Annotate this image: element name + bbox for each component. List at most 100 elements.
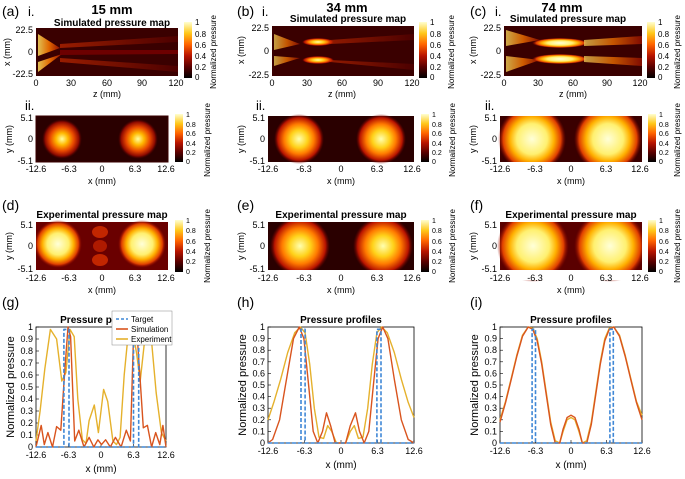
series-target-2 [500,328,642,444]
ytick-f-mid: 0 [492,241,497,251]
cb-b-i-02: 0.2 [430,63,442,72]
sim-map-c-beams [506,30,642,72]
cb-b-i-1: 1 [430,18,435,27]
profile-xlabel-1: x (mm) [325,460,356,471]
row-i-title-b: Simulated pressure map [290,14,406,25]
profile-ylabel-1: Normalized pressure [237,334,249,435]
xtick-e-3: 6.3 [371,273,384,283]
ytick-label: 1 [260,322,265,332]
xlabel-f: x (mm) [557,285,585,295]
profile-title-1: Pressure profiles [300,315,382,326]
ytick-f-bot: -5.1 [481,264,497,274]
xtick-a-i-1: 30 [66,78,76,88]
cb-f-1: 1 [659,218,663,225]
xtick-label: -12.6 [26,450,47,460]
ytick-label: 0.5 [484,380,497,390]
xtick-e-0: -12.6 [258,273,279,283]
xtick-label: 12.6 [405,446,423,456]
xtick-f-3: 6.3 [600,273,613,283]
cb-d-06: 0.6 [186,239,196,246]
row-i-title-a: Simulated pressure map [54,18,170,29]
xtick-d-1: -6.3 [61,273,77,283]
profile-xlabel-2: x (mm) [555,460,586,471]
xtick-label: 6.3 [600,446,613,456]
series-simulation-2 [499,326,643,444]
ytick-a-i-mid: 0 [28,47,33,57]
cb-e-02: 0.2 [432,259,442,266]
ylabel-a-i: x (mm) [2,38,12,66]
ytick-c-i-bot: -22.5 [480,70,501,80]
ytick-label: 0.9 [484,334,497,344]
cb-a-ii-1: 1 [186,112,190,119]
cb-b-i-0: 0 [430,73,435,82]
xtick-c-i-3: 90 [602,78,612,88]
xtick-label: -12.6 [490,446,511,456]
cb-c-ii-02: 0.2 [659,150,669,157]
colorbar-b-i-bar [419,22,427,78]
cb-b-i-08: 0.8 [430,30,442,39]
colorbar-f: 1 0.8 0.6 0.4 0.2 0 Normalized pressure [648,209,682,283]
cb-b-i-04: 0.4 [430,52,442,61]
ytick-label: 0.2 [252,415,265,425]
xtick-c-i-4: 120 [632,78,647,88]
ytick-f-top: 5.1 [484,220,497,230]
colorbar-a-i-bar [184,22,192,78]
column-headers: (a) i. 15 mm (b) i. 34 mm (c) i. 74 mm [2,0,583,19]
ytick-d-mid: 0 [28,241,33,251]
cb-c-ii-1: 1 [659,112,663,119]
colorbar-d: 1 0.8 0.6 0.4 0.2 0 Normalized pressure [175,209,212,283]
ytick-label: 0.6 [484,368,497,378]
xtick-e-4: 12.6 [403,273,421,283]
panel-label-c: (c) [470,3,486,19]
xtick-a-ii-2: 0 [99,164,104,174]
profile-title-2: Pressure profiles [530,315,612,326]
ytick-label: 0.1 [484,426,497,436]
cb-c-i-1: 1 [658,18,663,27]
plot-frame-2 [499,326,643,444]
sim-map-a-beams [38,34,178,72]
cb-e-04: 0.4 [432,249,442,256]
sim-map-b-beams [274,34,414,70]
series-experiment-0 [35,328,167,446]
xy-map-a-axes: 5.1 0 -5.1 y (mm) -12.6 -6.3 0 6.3 12.6 … [4,113,175,186]
cb-d-02: 0.2 [186,259,196,266]
roman-i-c: i. [495,4,502,19]
cb-b-i-label: Normalized pressure [447,15,456,89]
xtick-e-2: 0 [338,273,343,283]
colorbar-b-ii: 1 0.8 0.6 0.4 0.2 0 Normalized pressure [421,103,457,177]
xtick-b-ii-3: 6.3 [371,164,384,174]
ytick-label: 0.6 [20,370,33,380]
xlabel-a-ii: x (mm) [88,176,116,186]
xy-map-a-spots [35,115,169,163]
xy-map-c-axes: 5.1 0 -5.1 y (mm) -12.6 -6.3 0 6.3 12.6 … [468,113,649,186]
cb-a-ii-label: Normalized pressure [203,103,212,177]
exp-map-d-axes: 5.1 0 -5.1 y (mm) -12.6 -6.3 0 6.3 12.6 … [4,220,175,295]
ytick-label: 0.9 [252,334,265,344]
ytick-label: 0.4 [484,392,497,402]
ytick-label: 0.6 [252,368,265,378]
colorbar-a-i: 1 0.8 0.6 0.4 0.2 0 Normalized pressure [184,15,218,89]
xtick-f-1: -6.3 [527,273,543,283]
xtick-label: 12.6 [633,446,651,456]
xtick-label: -6.3 [61,450,77,460]
roman-ii-a: ii. [25,98,34,113]
sim-map-a-axes: 22.5 0 -22.5 x (mm) 0 30 60 90 120 z (mm… [2,25,184,99]
cb-d-08: 0.8 [186,228,196,235]
xtick-c-ii-1: -6.3 [527,164,543,174]
profile-ylabel-2: Normalized pressure [469,334,481,435]
cb-c-ii-08: 0.8 [659,122,669,129]
ylabel-e: y (mm) [236,232,246,260]
panel-label-1: (h) [237,294,254,310]
xy-map-b-spots [274,114,406,164]
ytick-label: 1 [28,322,33,332]
xlabel-b-ii: x (mm) [327,176,355,186]
ytick-b-i-top: 22.5 [251,23,269,33]
cb-a-i-04: 0.4 [195,52,207,61]
series-target-0 [36,328,166,448]
cb-c-ii-0: 0 [659,159,663,166]
roman-ii-b: ii. [256,98,265,113]
cb-a-i-02: 0.2 [195,63,207,72]
xtick-f-0: -12.6 [490,273,511,283]
profile-chart-2: (i)Pressure profiles00.10.20.30.40.50.60… [469,294,651,471]
cb-b-ii-label: Normalized pressure [448,103,457,177]
